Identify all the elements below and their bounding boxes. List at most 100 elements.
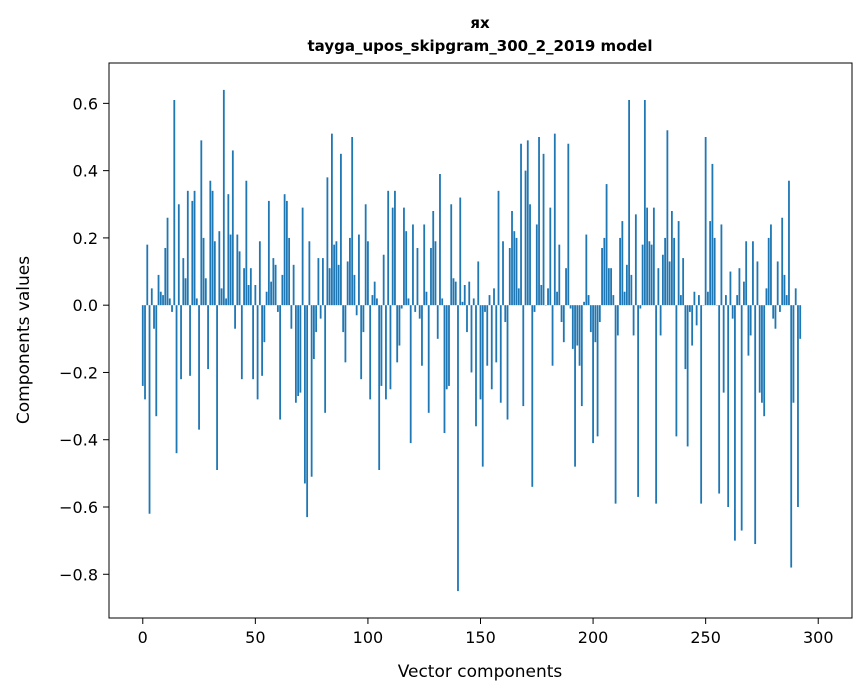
- bar: [231, 150, 234, 306]
- bar: [378, 305, 381, 470]
- chart-title-line2: tayga_upos_skipgram_300_2_2019 model: [308, 37, 653, 55]
- y-tick-label: −0.4: [59, 431, 98, 450]
- bar: [792, 305, 795, 403]
- bar: [240, 305, 243, 380]
- bar: [434, 241, 437, 306]
- bar: [403, 207, 405, 306]
- bar: [468, 281, 471, 306]
- bar: [189, 305, 191, 376]
- bar: [529, 204, 531, 306]
- bar: [612, 295, 615, 306]
- bar: [661, 254, 664, 306]
- bar: [729, 271, 732, 306]
- bar: [391, 207, 394, 306]
- bar: [144, 305, 146, 400]
- bar: [243, 268, 245, 306]
- bar: [772, 305, 775, 319]
- bar: [781, 217, 784, 306]
- bar: [549, 207, 552, 306]
- bar: [308, 241, 311, 306]
- bar: [648, 241, 651, 306]
- bar: [504, 305, 507, 322]
- bar: [466, 305, 468, 333]
- bar: [628, 100, 630, 306]
- bar: [225, 298, 227, 306]
- bar: [459, 197, 462, 306]
- bar: [731, 305, 734, 319]
- bar: [508, 248, 511, 306]
- y-tick-label: −0.2: [59, 363, 98, 382]
- bar: [276, 305, 279, 312]
- bar: [734, 305, 736, 541]
- bar: [369, 305, 372, 400]
- bar: [182, 258, 185, 306]
- bar: [288, 237, 291, 306]
- bar: [646, 207, 649, 306]
- bar: [677, 221, 680, 306]
- bar: [364, 204, 367, 306]
- bar: [324, 305, 327, 413]
- bar: [312, 305, 315, 359]
- bar: [290, 305, 293, 329]
- bar: [592, 305, 594, 444]
- bar: [319, 305, 322, 319]
- bar: [652, 207, 655, 306]
- bar: [475, 305, 477, 427]
- bar: [783, 274, 786, 306]
- bar: [698, 295, 700, 306]
- bar: [448, 305, 450, 386]
- bar: [394, 190, 396, 306]
- bar: [752, 241, 754, 306]
- bar: [517, 288, 520, 306]
- bar: [265, 291, 268, 306]
- bar: [173, 100, 176, 306]
- bar: [412, 224, 414, 306]
- bar: [281, 274, 284, 306]
- bar: [664, 237, 667, 306]
- bar: [184, 278, 187, 306]
- bar: [670, 211, 673, 306]
- bar: [707, 291, 709, 306]
- bar: [220, 288, 223, 306]
- bar: [614, 305, 617, 504]
- bar: [416, 248, 419, 306]
- bar: [743, 281, 745, 306]
- bar: [479, 305, 482, 400]
- bar: [477, 261, 480, 306]
- bar: [540, 285, 543, 306]
- bar: [779, 305, 781, 312]
- bar: [441, 298, 444, 306]
- bar: [427, 305, 430, 413]
- bar: [556, 291, 558, 306]
- bar: [216, 305, 218, 470]
- bar: [200, 140, 203, 306]
- bar: [637, 305, 640, 497]
- bar: [632, 305, 635, 336]
- bar: [749, 305, 752, 336]
- bar: [252, 305, 254, 380]
- bar: [565, 268, 567, 306]
- bar: [495, 305, 498, 363]
- bar: [261, 305, 263, 376]
- bar: [526, 140, 529, 306]
- bar: [445, 305, 448, 390]
- y-tick-label: 0.4: [73, 162, 98, 181]
- bar: [682, 258, 685, 306]
- bar: [333, 244, 336, 306]
- bar: [301, 207, 304, 306]
- bar: [502, 241, 504, 306]
- bar: [162, 295, 164, 306]
- bar: [511, 211, 513, 306]
- bar: [515, 237, 518, 306]
- bar: [560, 305, 563, 322]
- bar: [601, 248, 603, 306]
- bar: [297, 305, 300, 396]
- bar: [387, 190, 390, 306]
- bar: [531, 305, 534, 487]
- bar: [788, 180, 790, 306]
- bar: [355, 305, 358, 316]
- bar: [740, 305, 743, 531]
- bar: [585, 234, 588, 306]
- x-tick-label: 0: [138, 628, 148, 647]
- y-axis-ticks: −0.8 −0.6 −0.4 −0.2 0.0 0.2 0.4 0.6: [59, 94, 109, 584]
